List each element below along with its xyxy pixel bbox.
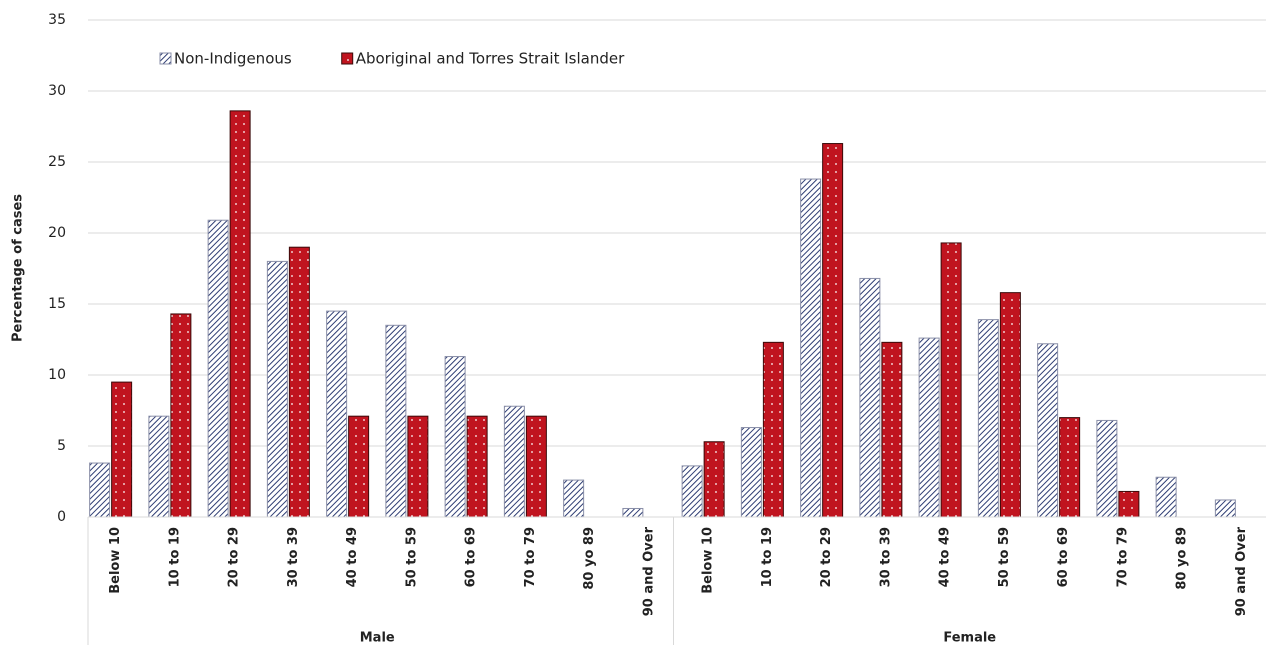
- bar: [681, 465, 703, 518]
- x-tick-label: 20 to 29: [227, 527, 242, 587]
- y-tick-label: 25: [48, 154, 66, 170]
- bar: [266, 260, 288, 518]
- x-tick-label: 60 to 69: [464, 527, 479, 587]
- bar: [1118, 490, 1140, 518]
- bar: [148, 415, 170, 518]
- bar: [348, 415, 370, 518]
- bar: [800, 178, 822, 518]
- bar: [1037, 343, 1059, 518]
- bar: [918, 337, 940, 518]
- legend-swatch: [341, 52, 354, 65]
- bar: [525, 415, 547, 518]
- x-tick-label: 60 to 69: [1056, 527, 1071, 587]
- x-tick-label: 10 to 19: [760, 527, 775, 587]
- x-tick-label: 40 to 49: [938, 527, 953, 587]
- bar: [89, 462, 111, 518]
- x-tick-label: 40 to 49: [345, 527, 360, 587]
- bar: [977, 319, 999, 518]
- y-tick-label: 10: [48, 367, 66, 383]
- bar: [1155, 476, 1177, 518]
- bar: [503, 405, 525, 518]
- bar: [1059, 417, 1081, 518]
- x-tick-label: 30 to 39: [286, 527, 301, 587]
- x-tick-label: 80 yo 89: [582, 527, 597, 590]
- x-tick-label: 20 to 29: [819, 527, 834, 587]
- x-tick-label: 70 to 79: [1115, 527, 1130, 587]
- bar: [444, 356, 466, 518]
- group-label: Male: [360, 631, 395, 645]
- bar: [622, 507, 644, 518]
- bar: [466, 415, 488, 518]
- bar: [1096, 419, 1118, 518]
- bar: [762, 341, 784, 518]
- x-tick-label: 50 to 59: [404, 527, 419, 587]
- x-tick-label: Below 10: [701, 527, 716, 594]
- x-tick-label: 30 to 39: [878, 527, 893, 587]
- bar: [288, 246, 310, 518]
- x-tick-label: 90 and Over: [641, 526, 656, 616]
- y-tick-label: 35: [48, 12, 66, 28]
- group-label: Female: [943, 631, 996, 645]
- x-tick-label: 90 and Over: [1234, 526, 1249, 616]
- legend-label: Aboriginal and Torres Strait Islander: [356, 50, 625, 68]
- y-tick-label: 0: [57, 509, 66, 525]
- bar: [940, 242, 962, 518]
- x-tick-label: 50 to 59: [997, 527, 1012, 587]
- bar: [207, 219, 229, 518]
- y-tick-label: 20: [48, 225, 66, 241]
- bar: [563, 479, 585, 518]
- bar: [326, 310, 348, 518]
- x-tick-label: Below 10: [108, 527, 123, 594]
- y-tick-label: 5: [57, 438, 66, 454]
- bar: [822, 143, 844, 518]
- bar: [385, 324, 407, 518]
- y-tick-label: 15: [48, 296, 66, 312]
- y-tick-label: 30: [48, 83, 66, 99]
- bar: [703, 441, 725, 518]
- y-axis-title: Percentage of cases: [11, 194, 26, 342]
- x-tick-label: 70 to 79: [523, 527, 538, 587]
- bar: [111, 381, 133, 518]
- bar: [740, 427, 762, 518]
- bar: [859, 277, 881, 518]
- x-tick-label: 80 yo 89: [1175, 527, 1190, 590]
- bar: [407, 415, 429, 518]
- x-tick-label: 10 to 19: [167, 527, 182, 587]
- bar: [999, 292, 1021, 518]
- bar: [881, 341, 903, 518]
- legend-swatch: [159, 52, 172, 65]
- bar: [170, 313, 192, 518]
- bar: [1214, 499, 1236, 518]
- legend-label: Non-Indigenous: [174, 50, 292, 68]
- bar: [229, 110, 251, 518]
